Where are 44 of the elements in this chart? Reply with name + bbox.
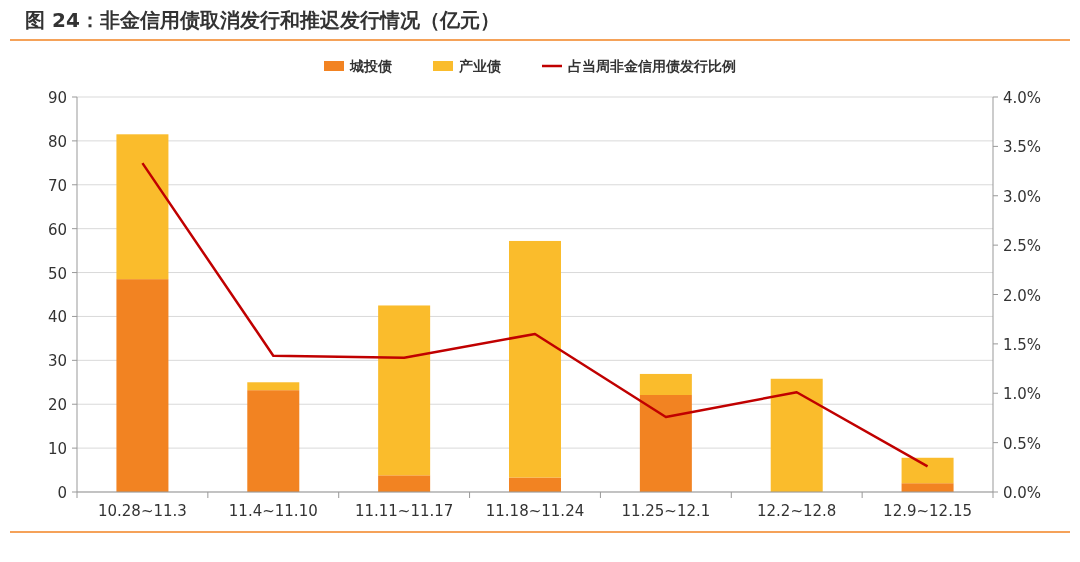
x-tick-label: 11.11~11.17: [354, 502, 454, 520]
x-tick-label: 11.18~11.24: [485, 502, 585, 520]
bar: [901, 457, 954, 484]
bar: [901, 483, 954, 492]
bar: [378, 475, 431, 492]
y2-tick-label: 2.5%: [1003, 237, 1042, 256]
x-tick-label: 12.9~12.15: [883, 502, 973, 520]
x-tick-label: 10.28~11.3: [97, 502, 187, 520]
y2-tick-label: 0.0%: [1003, 484, 1042, 502]
y-tick-label: 40: [47, 308, 67, 327]
y-tick-label: 90: [47, 89, 67, 107]
y-tick-label: 0: [57, 484, 67, 502]
y2-tick-label: 3.0%: [1003, 187, 1042, 206]
x-tick-label: 11.25~12.1: [621, 502, 711, 520]
y2-tick-label: 1.0%: [1003, 385, 1042, 404]
y-tick-label: 80: [47, 132, 67, 151]
chart-title: 图 24：非金信用债取消发行和推迟发行情况（亿元）: [25, 8, 500, 32]
y2-tick-label: 0.5%: [1003, 434, 1042, 453]
bar: [116, 134, 169, 280]
y-tick-label: 10: [47, 440, 67, 459]
y2-tick-label: 4.0%: [1003, 89, 1042, 107]
bar: [247, 390, 300, 492]
x-tick-label: 11.4~11.10: [228, 502, 318, 520]
y2-tick-label: 1.5%: [1003, 335, 1042, 354]
y2-tick-label: 2.0%: [1003, 286, 1042, 305]
bar: [639, 373, 692, 396]
bar: [378, 305, 431, 476]
y-tick-label: 20: [47, 396, 67, 415]
legend-label: 城投债: [349, 58, 392, 74]
y-tick-label: 60: [47, 220, 67, 239]
legend-label: 占当周非金信用债发行比例: [568, 58, 736, 74]
y-tick-label: 50: [47, 264, 67, 283]
y2-tick-label: 3.5%: [1003, 138, 1042, 157]
y-tick-label: 30: [47, 352, 67, 371]
y-tick-label: 70: [47, 176, 67, 195]
bar: [247, 382, 300, 391]
bar: [116, 279, 169, 492]
bar: [639, 395, 692, 492]
bar: [770, 378, 823, 492]
bar: [509, 477, 561, 492]
bar: [509, 240, 561, 478]
line-series: [141, 161, 929, 468]
legend-label: 产业债: [458, 58, 501, 74]
x-tick-label: 12.2~12.8: [757, 502, 837, 520]
